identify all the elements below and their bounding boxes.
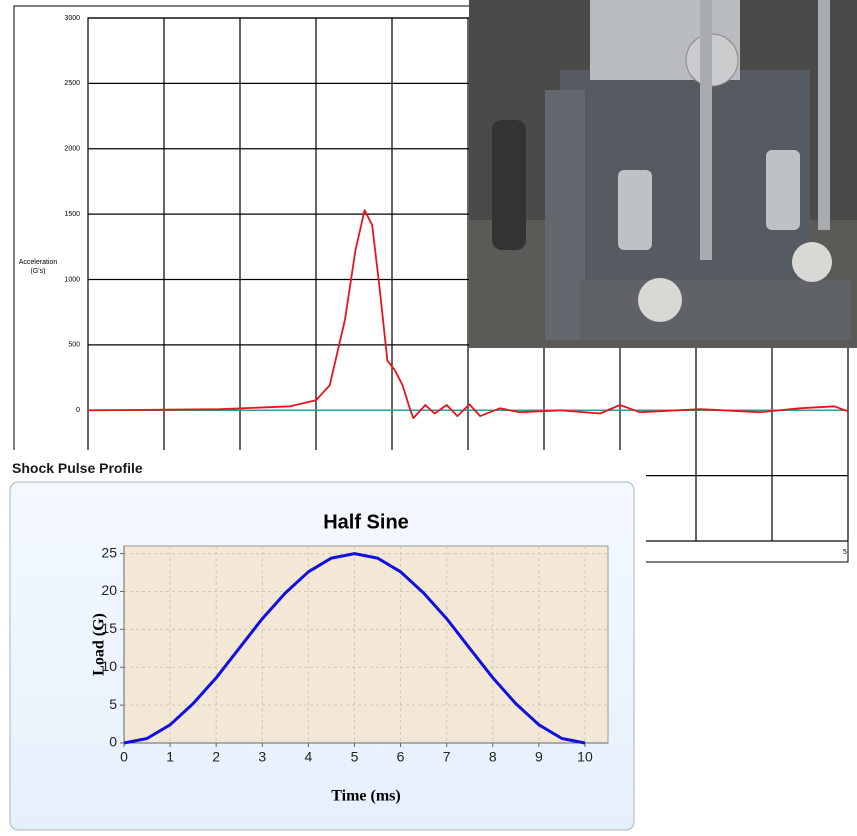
x-tick-label: 8 [489,749,497,765]
y-tick-label: 15 [101,620,117,636]
x-tick-label: 9 [535,749,543,765]
photo-rod [818,0,830,230]
photo [469,0,857,348]
y-axis-label: Load (G) [91,613,108,676]
photo-base [580,280,850,340]
y-tick-label: 20 [101,582,117,598]
y-axis-label: Acceleration (G's) [18,259,58,275]
chart-title: Half Sine [323,511,409,533]
y-tick-label: 0 [109,734,117,750]
y-tick-label: 10 [101,658,117,674]
y-tick-label: 2500 [64,80,80,87]
x-tick-label: 7 [443,749,451,765]
photo-block-side [545,90,585,340]
x-tick-label: 1 [166,749,174,765]
y-tick-label: 5 [109,696,117,712]
x-tick-label: 3 [258,749,266,765]
y-tick-label: 2000 [64,146,80,153]
y-tick-label: 3000 [64,15,80,22]
plot-area [123,545,609,744]
y-tick-label: 1500 [64,211,80,218]
y-tick-label: 25 [101,544,117,560]
y-tick-label: 0 [76,407,80,414]
x-tick-label: 10 [577,749,593,765]
panel-title: Shock Pulse Profile [12,460,143,476]
half-sine-chart: Half Sine 0 5 10 15 20 25 0 1 2 3 4 5 6 7 8 9 10 Time (ms)… [0,450,646,836]
x-tick-label: 5 [843,549,847,556]
photo-wheel [792,242,832,282]
photo-damper [492,120,526,250]
series-line [87,209,849,419]
x-tick-label: 0 [120,749,128,765]
y-tick-label: 1000 [64,276,80,283]
x-tick-label: 2 [212,749,220,765]
photo-wheel [638,278,682,322]
photo-cylinder [766,150,800,230]
x-tick-label: 4 [304,749,312,765]
x-tick-label: 6 [397,749,405,765]
x-tick-label: 5 [351,749,359,765]
series-line [123,552,586,745]
y-tick-label: 500 [68,342,80,349]
photo-rod [700,0,712,260]
photo-cylinder [618,170,652,250]
x-axis-label: Time (ms) [331,788,400,805]
